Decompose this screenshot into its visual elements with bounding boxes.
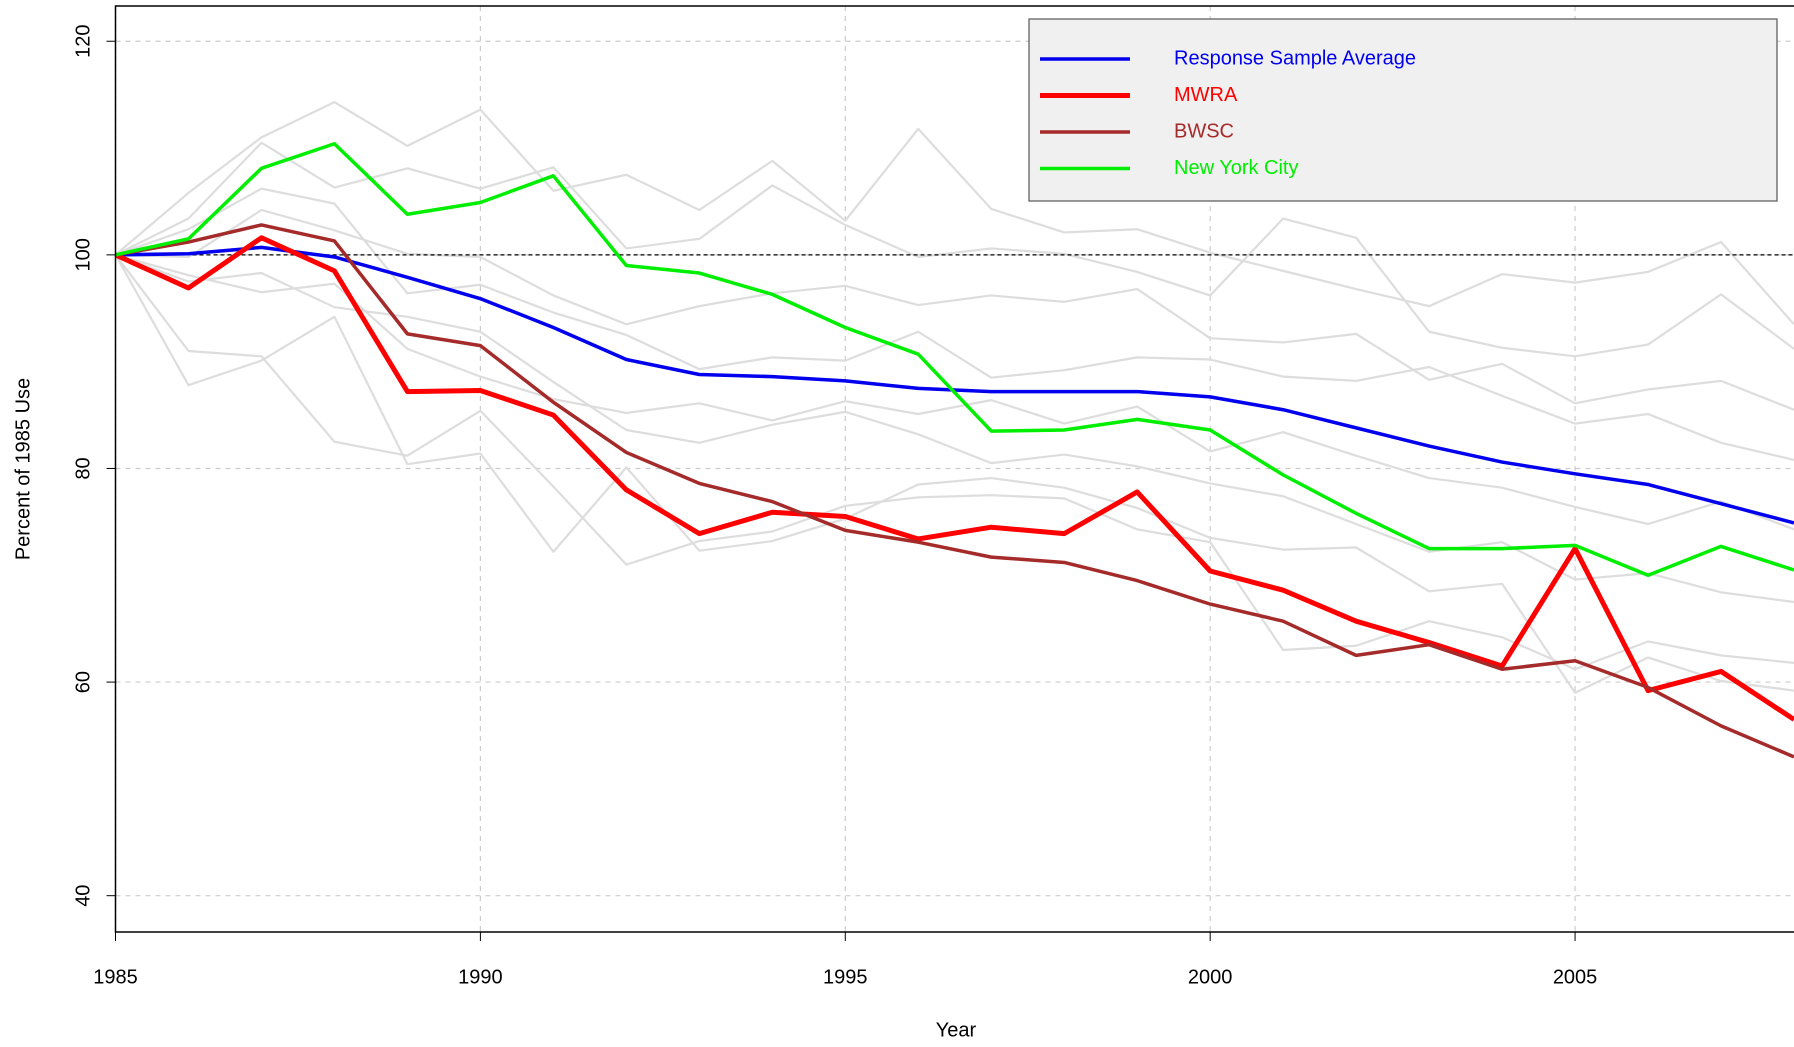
y-axis-label: Percent of 1985 Use	[12, 378, 34, 560]
x-tick-label: 1995	[823, 966, 868, 988]
x-axis-label: Year	[936, 1019, 977, 1041]
series-line	[115, 254, 1794, 671]
series-line	[115, 142, 1794, 578]
y-tick-label: 100	[72, 238, 94, 271]
legend-label: Response Sample Average	[1174, 47, 1416, 69]
plot-frame	[114, 5, 1794, 933]
x-tick-label: 1990	[458, 966, 503, 988]
legend-box	[1028, 18, 1778, 202]
y-tick-label: 80	[72, 457, 94, 479]
y-tick-label: 120	[72, 25, 94, 58]
series-line	[115, 208, 1794, 411]
y-tick-label: 60	[72, 671, 94, 693]
series-line	[115, 141, 1794, 358]
x-tick-label: 2005	[1553, 966, 1598, 988]
series-line	[115, 253, 1794, 531]
series-line	[115, 245, 1794, 525]
legend-label: New York City	[1174, 157, 1299, 179]
x-tick-label: 1985	[93, 966, 138, 988]
x-tick-label: 2000	[1188, 966, 1233, 988]
y-tick-label: 40	[72, 885, 94, 907]
series-line	[115, 254, 1794, 694]
series-line	[115, 223, 1794, 759]
series-line	[115, 187, 1794, 461]
series-line	[115, 235, 1794, 722]
legend-label: BWSC	[1174, 120, 1234, 142]
legend-label: MWRA	[1174, 84, 1238, 106]
series-line	[115, 101, 1794, 326]
